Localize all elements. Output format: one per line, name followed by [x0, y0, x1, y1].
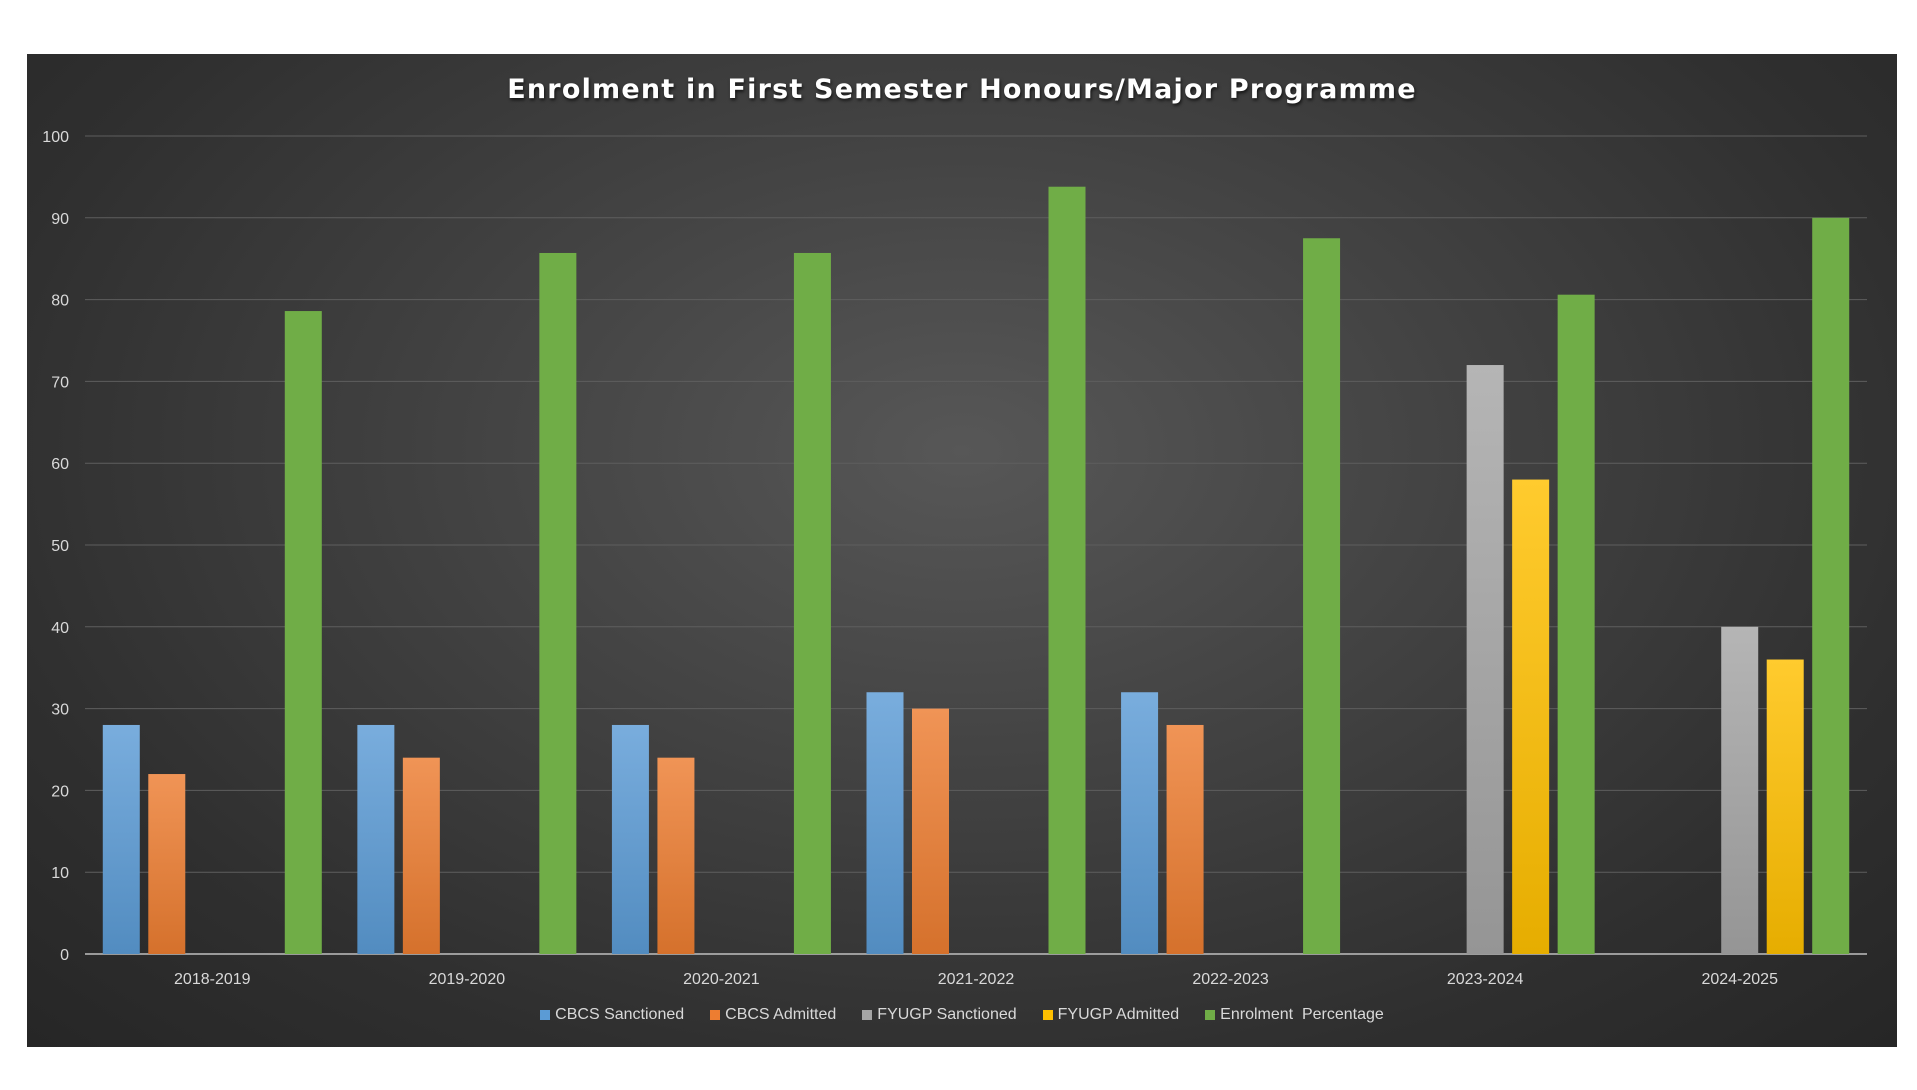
y-tick-label: 20 [51, 783, 69, 800]
y-tick-label: 100 [42, 129, 69, 146]
y-tick-label: 90 [51, 211, 69, 228]
y-tick-label: 40 [51, 620, 69, 637]
y-tick-label: 60 [51, 456, 69, 473]
bar-enrolment-percentage [539, 252, 577, 954]
bar-fyugp-sanctioned [1721, 626, 1759, 954]
bars [102, 186, 1850, 955]
bar-enrolment-percentage [284, 311, 322, 954]
legend-swatch [862, 1010, 873, 1020]
bar-cbcs-admitted [402, 757, 440, 954]
legend-label: FYUGP Admitted [1057, 1006, 1180, 1023]
legend-label: CBCS Sanctioned [555, 1006, 685, 1023]
bar-cbcs-admitted [912, 708, 949, 954]
chart-frame: Enrolment in First Semester Honours/Majo… [27, 54, 1897, 1047]
x-tick-label: 2021-2022 [938, 971, 1015, 988]
legend-swatch [540, 1010, 551, 1020]
bar-enrolment-percentage [1303, 238, 1341, 954]
bar-enrolment-percentage [793, 252, 831, 954]
legend-item: CBCS Sanctioned [540, 1006, 684, 1024]
bar-enrolment-percentage [1812, 217, 1850, 955]
x-tick-label: 2024-2025 [1701, 971, 1778, 988]
legend-label: FYUGP Sanctioned [877, 1006, 1017, 1023]
legend-item: FYUGP Sanctioned [862, 1006, 1017, 1024]
legend-label: Enrolment Percentage [1220, 1006, 1384, 1023]
grid [85, 135, 1867, 955]
bar-cbcs-sanctioned [866, 692, 904, 954]
bar-enrolment-percentage [1048, 186, 1086, 954]
x-tick-label: 2018-2019 [174, 971, 251, 988]
bar-cbcs-sanctioned [1121, 692, 1159, 954]
legend: CBCS Sanctioned CBCS Admitted FYUGP Sancti… [27, 1006, 1897, 1024]
bar-cbcs-sanctioned [102, 724, 140, 954]
bar-fyugp-sanctioned [1466, 365, 1504, 954]
x-tick-label: 2020-2021 [683, 971, 760, 988]
y-tick-label: 10 [51, 865, 69, 882]
bar-cbcs-admitted [657, 757, 695, 954]
legend-swatch [710, 1010, 721, 1020]
bar-cbcs-admitted [1166, 724, 1204, 954]
y-tick-label: 80 [51, 293, 69, 310]
bar-enrolment-percentage [1557, 294, 1595, 954]
x-tick-label: 2019-2020 [429, 971, 506, 988]
legend-label: CBCS Admitted [725, 1006, 837, 1023]
bar-fyugp-admitted [1766, 659, 1804, 954]
legend-swatch [1205, 1010, 1216, 1020]
bar-cbcs-sanctioned [611, 724, 649, 954]
legend-swatch [1042, 1010, 1053, 1020]
y-tick-label: 0 [60, 947, 69, 964]
x-axis: 2018-2019 2019-2020 2020-2021 2021-2022 2022… [174, 971, 1778, 988]
y-tick-label: 30 [51, 702, 69, 719]
y-axis: 0 10 20 30 40 50 60 70 80 90 100 [42, 129, 69, 964]
chart-title: Enrolment in First Semester Honours/Majo… [507, 74, 1417, 105]
x-tick-label: 2023-2024 [1447, 971, 1524, 988]
y-tick-label: 70 [51, 374, 69, 391]
legend-item: Enrolment Percentage [1205, 1006, 1384, 1024]
legend-item: FYUGP Admitted [1042, 1006, 1180, 1024]
legend-item: CBCS Admitted [710, 1006, 836, 1024]
x-tick-label: 2022-2023 [1192, 971, 1269, 988]
bar-cbcs-admitted [148, 774, 186, 954]
plot-area: 0 10 20 30 40 50 60 70 80 90 100 2018-2019 2019-202… [42, 129, 1867, 988]
y-tick-label: 50 [51, 538, 69, 555]
bar-fyugp-admitted [1512, 479, 1550, 954]
bar-cbcs-sanctioned [357, 724, 395, 954]
